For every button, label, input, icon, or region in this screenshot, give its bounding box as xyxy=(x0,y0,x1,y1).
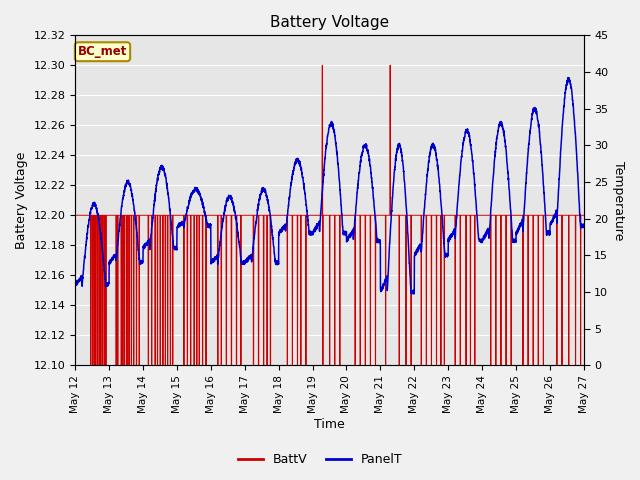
Text: BC_met: BC_met xyxy=(78,45,127,58)
X-axis label: Time: Time xyxy=(314,419,345,432)
Title: Battery Voltage: Battery Voltage xyxy=(270,15,389,30)
Y-axis label: Battery Voltage: Battery Voltage xyxy=(15,152,28,249)
Y-axis label: Temperature: Temperature xyxy=(612,161,625,240)
Legend: BattV, PanelT: BattV, PanelT xyxy=(232,448,408,471)
